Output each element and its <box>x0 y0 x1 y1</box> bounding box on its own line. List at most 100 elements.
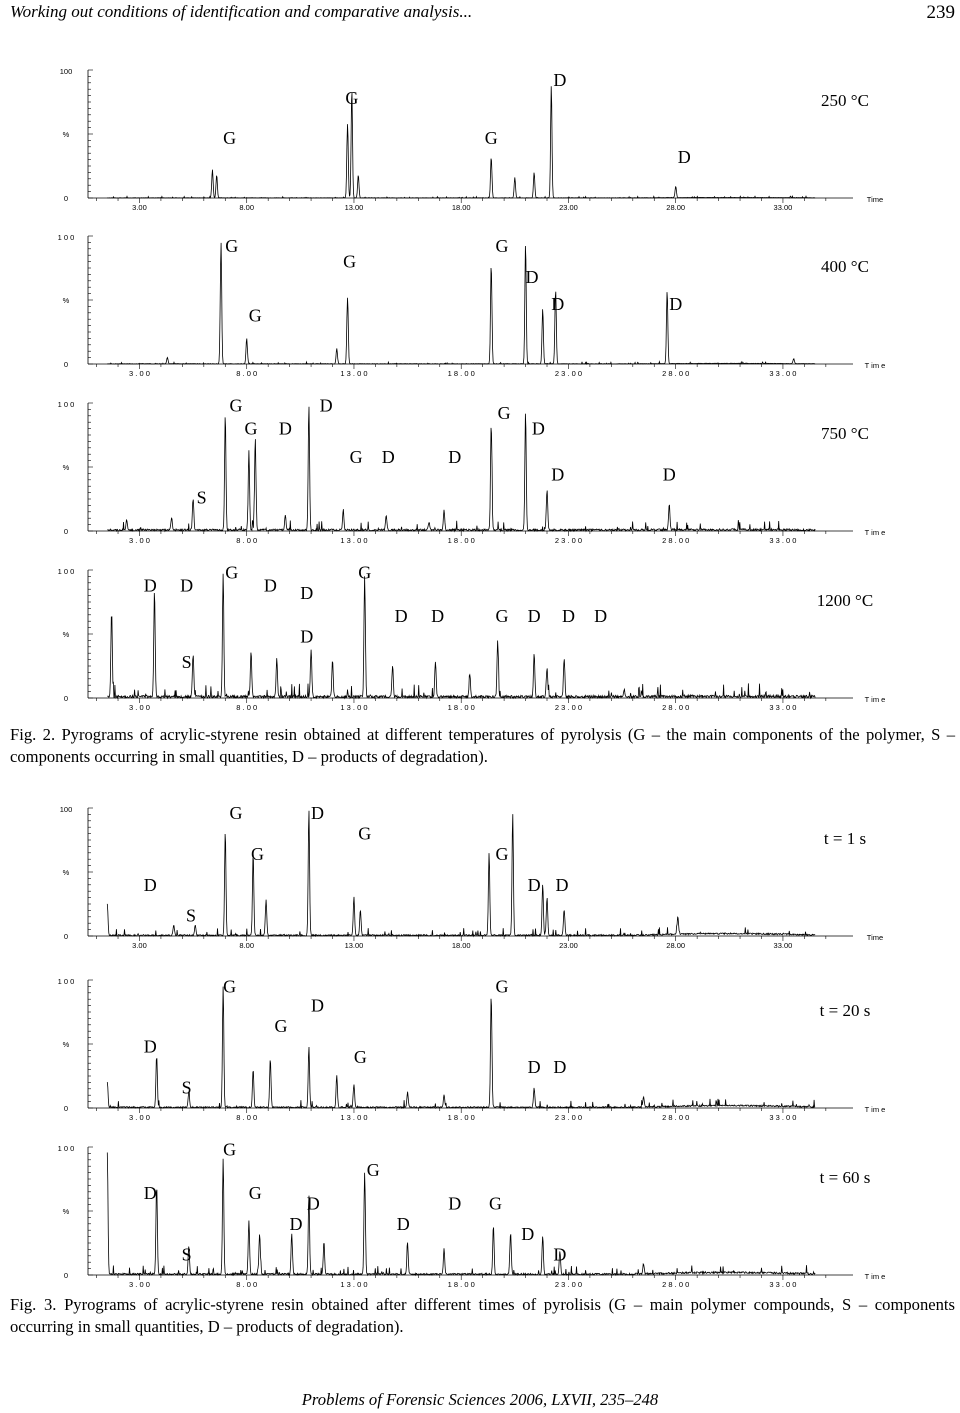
peak-label: D <box>663 465 676 485</box>
chromatogram-trace <box>107 86 816 199</box>
pyrogram-panel: 100% 0 3.00 8.00 13.00 18.00 23.00 28.00 33.00 Ti… <box>60 803 883 950</box>
x-axis-unit: T im e <box>865 1105 886 1114</box>
y-axis-label: 1 0 0 <box>58 400 75 409</box>
peak-label: G <box>343 252 356 272</box>
peak-label: G <box>485 128 498 148</box>
peak-label: D <box>521 1224 534 1244</box>
peak-label: G <box>495 606 508 626</box>
pyrogram-panel: 1 0 0% 0 3 . 0 0 8 . 0 0 1 3 . 0 0 1 8 . 0 0 2… <box>58 563 886 712</box>
peak-label: G <box>229 803 242 823</box>
peak-label: G <box>498 403 511 423</box>
peak-label: G <box>251 844 264 864</box>
peak-label: D <box>551 294 564 314</box>
x-tick-label: 13.00 <box>345 941 364 950</box>
peak-label: D <box>562 606 575 626</box>
peak-label: S <box>182 652 192 672</box>
page-footer: Problems of Forensic Sciences 2006, LXVI… <box>301 1390 659 1409</box>
x-tick-label: 3.00 <box>132 941 147 950</box>
peak-label: G <box>223 976 236 996</box>
peak-label: G <box>223 128 236 148</box>
x-tick-label: 3.00 <box>132 203 147 212</box>
figure-2-pyrograms: 100% 0 3.00 8.00 13.00 18.00 23.00 28.00 33.00 Ti… <box>58 67 886 712</box>
y-axis-label: 0 <box>64 527 68 536</box>
peak-label: D <box>311 996 324 1016</box>
peak-label: D <box>525 267 538 287</box>
x-tick-label: 1 8 . 0 0 <box>448 703 475 712</box>
peak-label: G <box>249 305 262 325</box>
x-tick-label: 2 8 . 0 0 <box>662 1280 689 1289</box>
pyrogram-panel: 1 0 0% 0 3 . 0 0 8 . 0 0 1 3 . 0 0 1 8 . 0 0 2… <box>58 233 886 378</box>
y-axis-label: 1 0 0 <box>58 977 75 986</box>
x-tick-label: 33.00 <box>774 203 793 212</box>
condition-label: 750 °C <box>821 424 869 443</box>
peak-label: D <box>144 575 157 595</box>
x-tick-label: 13.00 <box>345 203 364 212</box>
x-axis-unit: Time <box>867 933 883 942</box>
peak-label: S <box>197 488 207 508</box>
y-axis-label: 0 <box>64 1271 68 1280</box>
x-tick-label: 1 8 . 0 0 <box>448 1113 475 1122</box>
peak-label: D <box>553 1057 566 1077</box>
peak-label: D <box>180 575 193 595</box>
peak-label: G <box>489 1193 502 1213</box>
peak-label: D <box>307 1193 320 1213</box>
peak-label: G <box>495 844 508 864</box>
y-axis-label: 100 <box>60 805 73 814</box>
y-axis-label: 0 <box>64 360 68 369</box>
peak-label: D <box>382 447 395 467</box>
x-tick-label: 1 3 . 0 0 <box>340 536 367 545</box>
x-tick-label: 8.00 <box>239 941 254 950</box>
peak-label: G <box>358 563 371 583</box>
x-tick-label: 3 3 . 0 0 <box>769 369 796 378</box>
x-tick-label: 2 8 . 0 0 <box>662 703 689 712</box>
x-tick-label: 2 3 . 0 0 <box>555 703 582 712</box>
pyrogram-panel: 1 0 0% 0 3 . 0 0 8 . 0 0 1 3 . 0 0 1 8 . 0 0 2… <box>58 396 886 545</box>
x-tick-label: 1 3 . 0 0 <box>340 1113 367 1122</box>
peak-label: G <box>229 396 242 416</box>
y-axis-label: 0 <box>64 1104 68 1113</box>
peak-label: G <box>495 236 508 256</box>
peak-label: G <box>495 976 508 996</box>
peak-label: D <box>556 875 569 895</box>
x-tick-label: 18.00 <box>452 203 471 212</box>
x-tick-label: 1 8 . 0 0 <box>448 1280 475 1289</box>
peak-label: G <box>249 1183 262 1203</box>
x-tick-label: 23.00 <box>559 941 578 950</box>
pyrogram-panel: 1 0 0% 0 3 . 0 0 8 . 0 0 1 3 . 0 0 1 8 . 0 0 2… <box>58 976 886 1122</box>
chromatogram-trace <box>107 406 816 533</box>
y-axis-label: 1 0 0 <box>58 567 75 576</box>
chromatogram-trace <box>106 986 816 1110</box>
y-axis-label: % <box>63 1040 70 1049</box>
peak-label: D <box>528 606 541 626</box>
y-axis-label: 0 <box>64 194 68 203</box>
peak-label: G <box>350 447 363 467</box>
figure-3-caption: Fig. 3. Pyrograms of acrylic-styrene res… <box>10 1295 955 1336</box>
peak-label: D <box>397 1214 410 1234</box>
x-tick-label: 3 . 0 0 <box>129 703 150 712</box>
peak-label: D <box>594 606 607 626</box>
x-tick-label: 1 8 . 0 0 <box>448 536 475 545</box>
peak-label: D <box>553 1245 566 1265</box>
peak-label: D <box>551 465 564 485</box>
pyrogram-panel: 100% 0 3.00 8.00 13.00 18.00 23.00 28.00 33.00 Ti… <box>60 67 883 212</box>
x-axis-unit: T im e <box>865 1272 886 1281</box>
x-tick-label: 33.00 <box>774 941 793 950</box>
peak-label: D <box>431 606 444 626</box>
x-tick-label: 8 . 0 0 <box>236 703 257 712</box>
condition-label: t = 60 s <box>820 1168 871 1187</box>
condition-label: 1200 °C <box>817 591 873 610</box>
x-tick-label: 1 3 . 0 0 <box>340 1280 367 1289</box>
x-tick-label: 1 3 . 0 0 <box>340 369 367 378</box>
y-axis-label: 0 <box>64 932 68 941</box>
peak-label: G <box>245 419 258 439</box>
running-head: Working out conditions of identification… <box>10 2 955 26</box>
y-axis-label: 1 0 0 <box>58 1144 75 1153</box>
x-tick-label: 2 8 . 0 0 <box>662 369 689 378</box>
x-tick-label: 2 3 . 0 0 <box>555 1113 582 1122</box>
peak-label: S <box>182 1245 192 1265</box>
peak-label: G <box>225 236 238 256</box>
x-tick-label: 8.00 <box>239 203 254 212</box>
chromatogram-trace <box>106 810 816 938</box>
peak-label: D <box>448 1193 461 1213</box>
peak-label: G <box>275 1016 288 1036</box>
